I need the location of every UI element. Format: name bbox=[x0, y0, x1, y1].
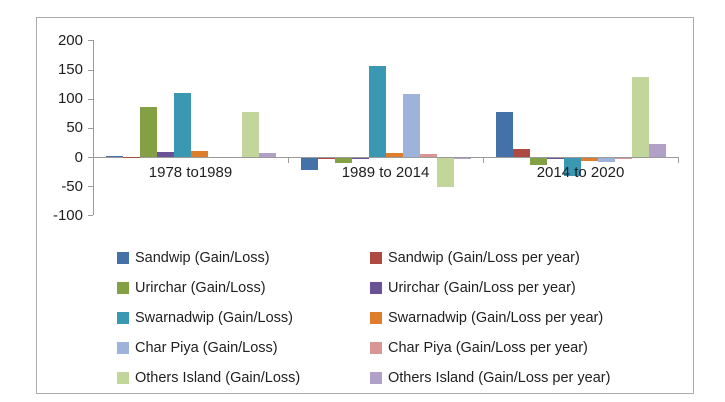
y-tick-mark bbox=[88, 215, 93, 217]
chart-legend: Sandwip (Gain/Loss) Urirchar (Gain/Loss) S… bbox=[37, 18, 695, 395]
y-tick-mark bbox=[88, 157, 93, 158]
legend-swatch-icon bbox=[117, 312, 129, 324]
x-category-label: 1989 to 2014 bbox=[341, 164, 430, 181]
x-tick-mark bbox=[93, 157, 94, 163]
legend-swatch-icon bbox=[370, 282, 382, 294]
legend-item: Others Island (Gain/Loss) bbox=[117, 363, 300, 393]
legend-item: Urirchar (Gain/Loss) bbox=[117, 273, 266, 303]
x-tick-mark bbox=[678, 157, 679, 163]
y-tick-mark bbox=[88, 40, 93, 42]
bar bbox=[139, 106, 157, 157]
bar bbox=[300, 158, 318, 170]
bar bbox=[402, 94, 420, 157]
bar bbox=[385, 153, 403, 157]
bar bbox=[368, 66, 386, 157]
bar bbox=[529, 158, 547, 165]
y-tick-label: 200 bbox=[57, 31, 83, 49]
bar bbox=[495, 111, 513, 157]
legend-swatch-icon bbox=[117, 342, 129, 354]
bar bbox=[597, 158, 615, 163]
legend-swatch-icon bbox=[117, 372, 129, 384]
legend-label: Swarnadwip (Gain/Loss) bbox=[135, 310, 293, 326]
legend-item: Swarnadwip (Gain/Loss) bbox=[117, 303, 293, 333]
x-axis-line bbox=[93, 157, 678, 158]
bar bbox=[563, 158, 581, 176]
bar bbox=[156, 152, 174, 157]
y-tick-label: 50 bbox=[66, 119, 83, 137]
bar bbox=[453, 158, 471, 160]
y-tick-label: 0 bbox=[74, 148, 83, 166]
legend-label: Urirchar (Gain/Loss) bbox=[135, 280, 266, 296]
legend-item: Swarnadwip (Gain/Loss per year) bbox=[370, 303, 603, 333]
bar bbox=[241, 112, 259, 157]
bar bbox=[173, 92, 191, 157]
y-tick-label: 100 bbox=[57, 90, 83, 108]
legend-swatch-icon bbox=[370, 372, 382, 384]
x-category-label: 1978 to1989 bbox=[148, 164, 233, 181]
bar bbox=[631, 76, 649, 157]
bar bbox=[614, 158, 632, 159]
bar bbox=[546, 158, 564, 160]
y-axis-line bbox=[93, 40, 94, 216]
chart-frame: 200 150 100 50 0 -50 -100 1978 to1989 1989 to 20… bbox=[36, 17, 694, 394]
legend-label: Sandwip (Gain/Loss) bbox=[135, 250, 270, 266]
legend-label: Char Piya (Gain/Loss) bbox=[135, 340, 278, 356]
y-tick-label: 150 bbox=[57, 61, 83, 78]
legend-label: Others Island (Gain/Loss) bbox=[135, 370, 301, 386]
bar bbox=[436, 158, 454, 188]
bar bbox=[190, 151, 208, 157]
bar bbox=[105, 155, 123, 157]
legend-swatch-icon bbox=[370, 252, 382, 264]
x-category-label: 2014 to 2020 bbox=[536, 164, 625, 181]
y-tick-label: -50 bbox=[61, 177, 83, 195]
legend-item: Char Piya (Gain/Loss) bbox=[117, 333, 278, 363]
y-tick-mark bbox=[88, 69, 93, 71]
legend-label: Char Piya (Gain/Loss per year) bbox=[388, 340, 588, 356]
bar bbox=[512, 149, 530, 157]
y-tick-mark bbox=[88, 98, 93, 100]
y-tick-mark bbox=[88, 186, 93, 188]
bar bbox=[419, 154, 437, 157]
y-tick-label: -100 bbox=[52, 206, 83, 224]
legend-item: Char Piya (Gain/Loss per year) bbox=[370, 333, 588, 363]
x-tick-mark bbox=[288, 157, 289, 163]
y-tick-mark bbox=[88, 127, 93, 129]
plot-area: 200 150 100 50 0 -50 -100 1978 to1989 1989 to 20… bbox=[37, 18, 695, 395]
legend-swatch-icon bbox=[117, 252, 129, 264]
legend-swatch-icon bbox=[117, 282, 129, 294]
legend-label: Others Island (Gain/Loss per year) bbox=[388, 370, 611, 386]
bar bbox=[258, 152, 276, 157]
legend-swatch-icon bbox=[370, 312, 382, 324]
bar bbox=[580, 158, 598, 161]
legend-item: Sandwip (Gain/Loss) bbox=[117, 243, 270, 273]
legend-label: Sandwip (Gain/Loss per year) bbox=[388, 250, 580, 266]
legend-item: Sandwip (Gain/Loss per year) bbox=[370, 243, 580, 273]
x-tick-mark bbox=[483, 157, 484, 163]
legend-label: Swarnadwip (Gain/Loss per year) bbox=[388, 310, 604, 326]
legend-item: Urirchar (Gain/Loss per year) bbox=[370, 273, 576, 303]
bar bbox=[334, 158, 352, 164]
legend-label: Urirchar (Gain/Loss per year) bbox=[388, 280, 576, 296]
bar bbox=[648, 143, 666, 157]
legend-swatch-icon bbox=[370, 342, 382, 354]
legend-item: Others Island (Gain/Loss per year) bbox=[370, 363, 610, 393]
